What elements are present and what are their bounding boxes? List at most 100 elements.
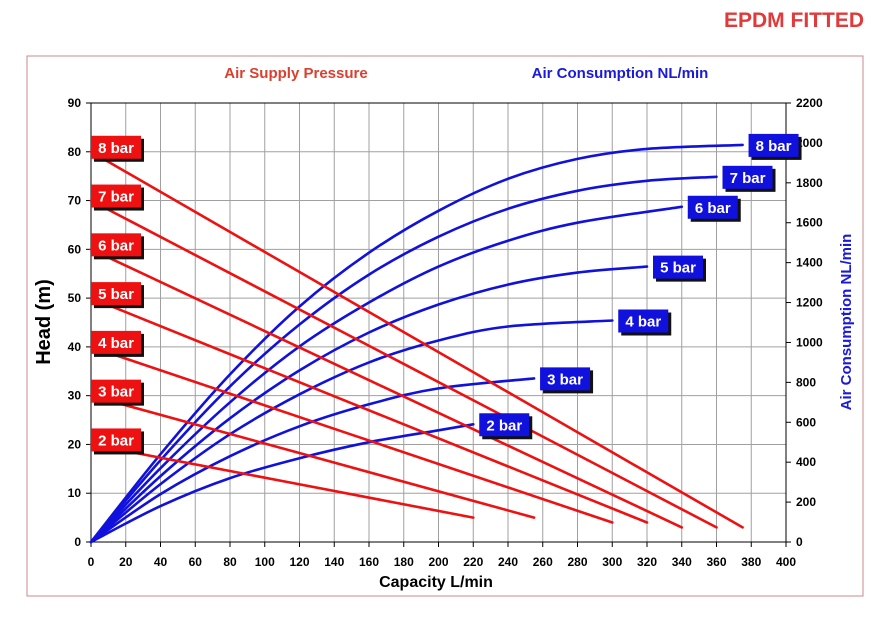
y-left-tick-label: 60 [68,242,82,256]
head-label-2-bar-box [91,428,141,452]
head-label-3-bar: 3 bar [91,379,144,406]
y-right-tick-label: 2200 [796,96,823,110]
plot-area-border [90,102,787,543]
head-label-7-bar: 7 bar [91,184,144,211]
air-label-4-bar: 4 bar [618,309,672,336]
head-label-8-bar: 8 bar [91,135,144,162]
air-label-3-bar: 3 bar [540,367,594,394]
y-left-tick-label: 90 [68,96,82,110]
head-line-8-bar [89,150,744,529]
x-axis-label: Capacity L/min [379,574,493,591]
air-curve-5-bar [89,265,649,544]
y-right-tick-label: 1600 [796,216,823,230]
air-curve-6-bar [89,205,684,544]
y-right-tick-label: 400 [796,455,816,469]
x-tick-label: 400 [776,555,796,569]
air-label-4-bar-text: 4 bar [625,314,661,331]
air-label-3-bar-box [540,367,591,391]
air-label-6-bar-box [687,195,738,219]
head-line-3-bar [89,394,536,519]
air-curve-4-bar [89,319,614,544]
y-left-tick-label: 40 [68,340,82,354]
air-label-2-bar-text: 2 bar [486,417,522,434]
head-label-5-bar: 5 bar [91,282,144,309]
air-curve-2-bar [89,423,475,544]
head-label-7-bar-text: 7 bar [98,189,134,206]
air-label-2-bar: 2 bar [479,413,533,440]
air-curve-7-bar [89,175,718,544]
y-left-tick-label: 20 [68,437,82,451]
air-label-8-bar-text: 8 bar [756,138,792,155]
air-label-7-bar: 7 bar [722,165,776,192]
air-label-8-bar-box [748,133,799,157]
x-tick-label: 300 [602,555,622,569]
head-label-4-bar-box [91,330,141,354]
y-axis-label-left: Head (m) [33,279,55,365]
air-label-8-bar: 8 bar [748,133,802,160]
axes: 0 20 40 60 80 100 120 140 160 180 200 220 240 260 280 3… [68,96,823,569]
x-tick-label: 40 [154,555,168,569]
head-line-6-bar [89,248,684,529]
x-tick-label: 220 [463,555,483,569]
x-tick-label: 260 [533,555,553,569]
air-label-2-bar-box [479,413,530,437]
x-tick-label: 320 [637,555,657,569]
y-right-tick-label: 1800 [796,176,823,190]
head-label-4-bar: 4 bar [91,330,144,357]
air-label-5-bar-text: 5 bar [660,260,696,277]
x-tick-label: 340 [672,555,692,569]
x-tick-label: 240 [498,555,518,569]
y-right-tick-label: 1400 [796,256,823,270]
x-tick-label: 360 [706,555,726,569]
head-label-4-bar-text: 4 bar [98,335,134,352]
head-curves [89,150,744,529]
legend-title-air-supply-pressure: Air Supply Pressure [224,65,367,82]
air-label-7-bar-text: 7 bar [730,170,766,187]
x-tick-label: 60 [189,555,203,569]
head-label-3-bar-box [91,379,141,403]
head-label-7-bar-box [91,184,141,208]
y-left-tick-label: 10 [68,486,82,500]
head-label-3-bar-text: 3 bar [98,384,134,401]
y-left-tick-label: 70 [68,194,82,208]
y-right-tick-label: 200 [796,495,816,509]
series-labels: 2 bar 3 bar 4 bar 5 bar 6 bar 7 bar 8 bar 2 bar… [91,133,802,455]
air-curve-3-bar [89,377,536,544]
x-tick-label: 80 [223,555,237,569]
air-label-6-bar-text: 6 bar [695,200,731,217]
air-label-6-bar: 6 bar [687,195,741,222]
head-label-6-bar: 6 bar [91,233,144,260]
head-line-7-bar [89,199,718,529]
x-tick-label: 100 [255,555,275,569]
x-tick-label: 0 [88,555,95,569]
x-tick-label: 200 [428,555,448,569]
x-tick-label: 380 [741,555,761,569]
air-label-4-bar-box [618,309,669,333]
head-label-5-bar-text: 5 bar [98,286,134,303]
air-consumption-curves [89,143,744,544]
head-label-2-bar: 2 bar [91,428,144,455]
head-label-8-bar-text: 8 bar [98,140,134,157]
air-label-5-bar: 5 bar [653,255,706,282]
head-label-6-bar-box [91,233,141,257]
x-tick-label: 180 [394,555,414,569]
y-right-tick-label: 600 [796,415,816,429]
head-label-5-bar-box [91,282,141,306]
air-label-7-bar-box [722,165,773,189]
chart-frame [26,55,864,597]
head-label-8-bar-box [91,135,141,159]
head-line-4-bar [89,345,614,524]
head-label-2-bar-text: 2 bar [98,432,134,449]
head-label-6-bar-text: 6 bar [98,237,134,254]
air-curve-8-bar [89,143,744,544]
y-left-tick-label: 0 [74,535,81,549]
y-right-tick-label: 2000 [796,136,823,150]
air-label-3-bar-text: 3 bar [547,371,583,388]
y-right-tick-label: 0 [796,535,803,549]
legend-title-air-consumption: Air Consumption NL/min [532,65,709,82]
y-right-tick-label: 1000 [796,335,823,349]
grid [90,102,787,543]
air-label-5-bar-box [653,255,703,279]
x-tick-label: 140 [324,555,344,569]
